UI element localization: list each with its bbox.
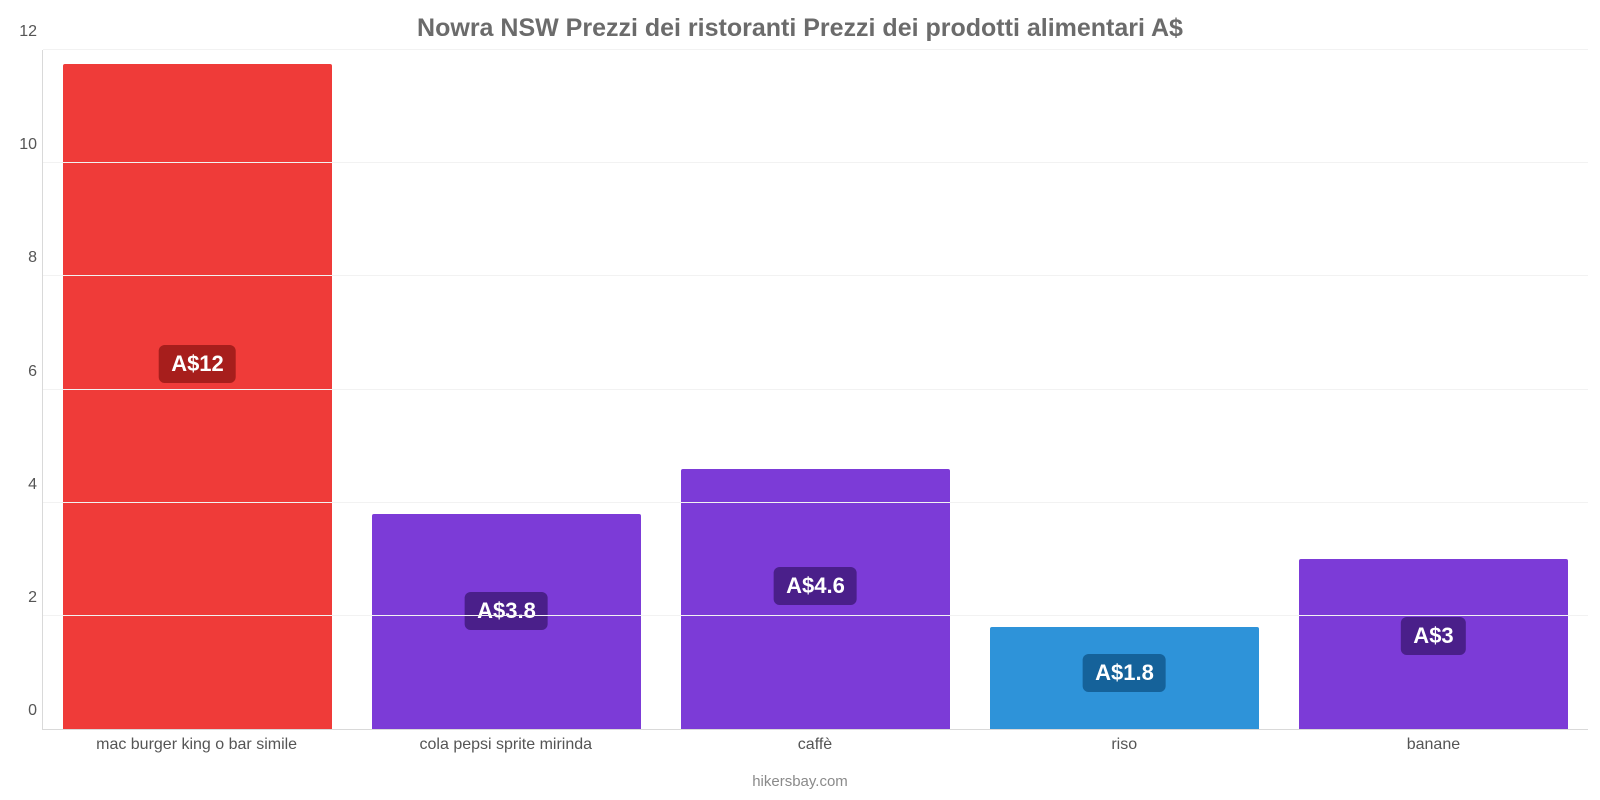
bar-slot: A$3.8 xyxy=(352,50,661,729)
bars-row: A$12 A$3.8 A$4.6 A$1.8 A$3 xyxy=(43,50,1588,729)
bar: A$3 xyxy=(1299,559,1568,729)
gridline xyxy=(43,615,1588,616)
bar: A$4.6 xyxy=(681,469,950,729)
bar-slot: A$1.8 xyxy=(970,50,1279,729)
y-tick-label: 8 xyxy=(9,249,37,267)
y-tick-label: 0 xyxy=(9,702,37,720)
bar-value-label: A$3 xyxy=(1401,617,1465,655)
bar-value-label: A$1.8 xyxy=(1083,654,1166,692)
bar: A$12 xyxy=(63,64,332,729)
gridline xyxy=(43,49,1588,50)
x-tick-label: mac burger king o bar simile xyxy=(42,736,351,760)
plot-area: A$12A$3.8A$4.6A$1.8A$3 024681012 xyxy=(42,50,1588,730)
gridline xyxy=(43,389,1588,390)
bar-slot: A$12 xyxy=(43,50,352,729)
bar-slot: A$3 xyxy=(1279,50,1588,729)
price-bar-chart: Nowra NSW Prezzi dei ristoranti Prezzi d… xyxy=(0,0,1600,800)
chart-title: Nowra NSW Prezzi dei ristoranti Prezzi d… xyxy=(0,0,1600,43)
attribution-text: hikersbay.com xyxy=(0,773,1600,790)
bar-value-label: A$12 xyxy=(159,345,236,383)
y-tick-label: 6 xyxy=(9,363,37,381)
gridline xyxy=(43,162,1588,163)
gridline xyxy=(43,502,1588,503)
bar-slot: A$4.6 xyxy=(661,50,970,729)
y-tick-label: 10 xyxy=(9,136,37,154)
bar-value-label: A$4.6 xyxy=(774,567,857,605)
bar: A$3.8 xyxy=(372,514,641,729)
x-tick-label: cola pepsi sprite mirinda xyxy=(351,736,660,760)
x-tick-label: caffè xyxy=(660,736,969,760)
plot-container: A$12A$3.8A$4.6A$1.8A$3 024681012 xyxy=(42,50,1588,730)
x-axis: mac burger king o bar similecola pepsi s… xyxy=(42,736,1588,760)
bar: A$1.8 xyxy=(990,627,1259,729)
y-tick-label: 12 xyxy=(9,23,37,41)
bar-value-label: A$3.8 xyxy=(465,592,548,630)
x-tick-label: riso xyxy=(970,736,1279,760)
gridline xyxy=(43,275,1588,276)
y-tick-label: 2 xyxy=(9,589,37,607)
y-tick-label: 4 xyxy=(9,476,37,494)
x-tick-label: banane xyxy=(1279,736,1588,760)
